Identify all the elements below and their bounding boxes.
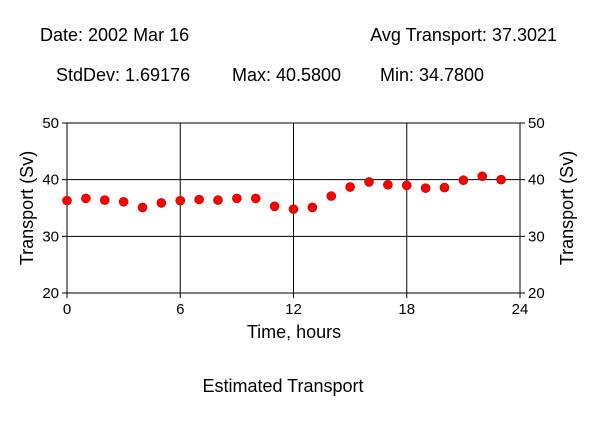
x-tick-label: 18 [398,301,415,318]
data-point [496,174,506,185]
y-tick-label-right: 20 [528,285,545,302]
data-point [156,198,167,208]
data-point [81,193,91,204]
y-tick-label-left: 40 [42,172,59,189]
y-tick-label-left: 30 [42,228,59,245]
data-point [232,193,242,204]
data-point [269,201,280,212]
data-point [288,204,299,214]
data-point [420,183,431,193]
data-point [250,193,261,204]
date-label: Date: 2002 Mar 16 [40,25,189,45]
x-tick-label: 6 [176,301,184,318]
x-tick-label: 12 [285,301,302,318]
data-point [175,195,186,206]
data-point [307,202,318,213]
data-point [62,195,72,206]
stddev-label: StdDev: 1.69176 [56,65,190,85]
data-points [62,171,506,214]
x-tick-label: 24 [512,301,529,318]
y-axis-label-left: Transport (Sv) [17,151,37,265]
data-point [477,171,488,182]
data-point [439,182,450,193]
y-tick-label-right: 40 [528,172,545,189]
data-point [458,175,469,186]
y-tick-label-right: 50 [528,115,545,132]
data-point [99,195,110,205]
max-label: Max: 40.5800 [232,65,341,85]
avg-transport-label: Avg Transport: 37.3021 [370,25,557,45]
x-tick-label: 0 [63,301,71,318]
data-point [118,196,129,207]
data-point [213,195,223,205]
grid-lines [67,123,520,293]
data-point [364,177,374,187]
data-point [326,191,337,201]
data-point [345,182,355,192]
x-axis-label: Time, hours [247,322,341,342]
min-label: Min: 34.7800 [380,65,484,85]
chart-title: Estimated Transport [202,376,363,396]
y-axis-label-right: Transport (Sv) [557,151,577,265]
data-point [383,179,393,190]
data-point [194,194,204,205]
data-point [137,202,148,213]
plot-frame [66,122,521,294]
y-tick-label-right: 30 [528,228,545,245]
data-point [401,180,412,191]
y-tick-label-left: 20 [42,285,59,302]
y-tick-label-left: 50 [42,115,59,132]
